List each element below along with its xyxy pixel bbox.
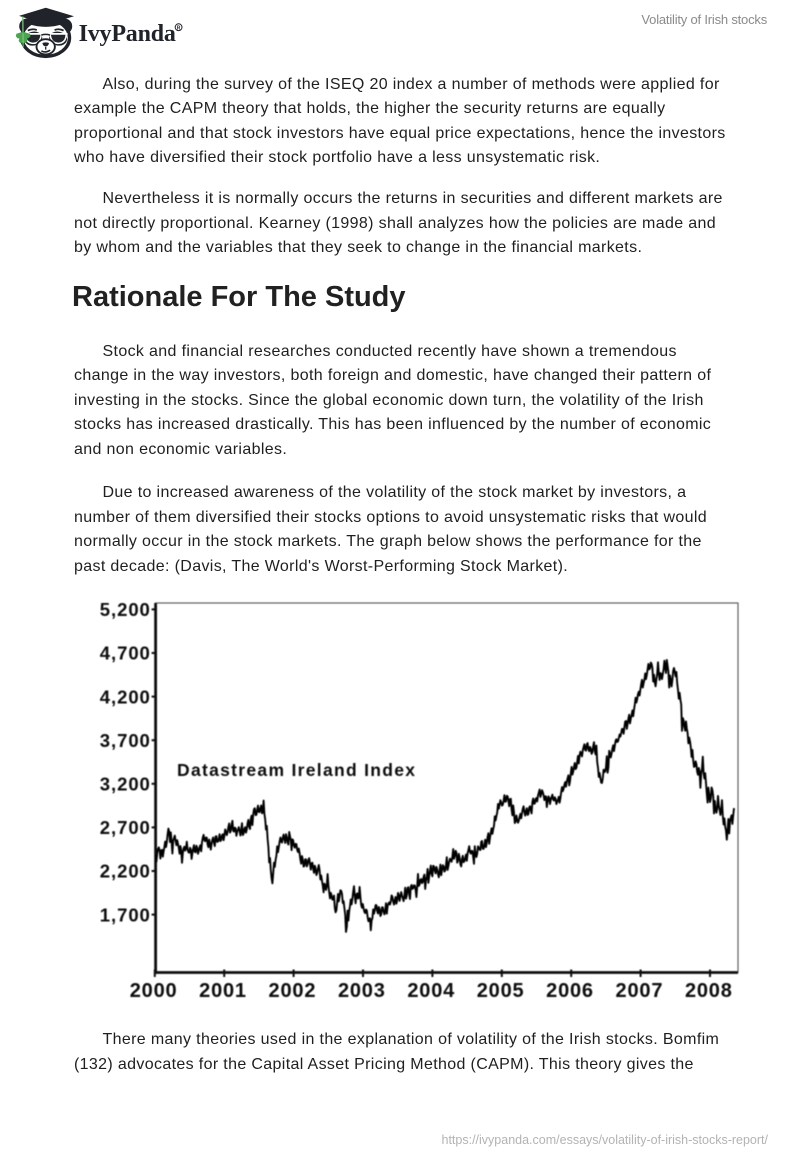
svg-text:2004: 2004 — [407, 980, 455, 1002]
svg-text:2003: 2003 — [338, 980, 386, 1002]
svg-text:2001: 2001 — [199, 980, 247, 1002]
svg-text:1,700: 1,700 — [100, 904, 151, 925]
svg-text:2006: 2006 — [546, 980, 594, 1002]
svg-text:4,200: 4,200 — [100, 686, 151, 707]
svg-text:IvyPanda: IvyPanda — [79, 21, 176, 47]
svg-text:2007: 2007 — [616, 980, 664, 1002]
svg-text:2000: 2000 — [130, 980, 178, 1002]
svg-text:R: R — [177, 25, 181, 31]
svg-text:2002: 2002 — [269, 980, 317, 1002]
svg-text:4,700: 4,700 — [100, 643, 151, 664]
svg-text:2008: 2008 — [685, 980, 733, 1002]
svg-text:3,700: 3,700 — [100, 730, 151, 751]
svg-text:2,700: 2,700 — [100, 817, 151, 838]
svg-text:2,200: 2,200 — [100, 861, 151, 882]
svg-text:Datastream Ireland Index: Datastream Ireland Index — [177, 760, 416, 780]
svg-text:2005: 2005 — [477, 980, 525, 1002]
svg-text:5,200: 5,200 — [100, 599, 151, 620]
svg-text:3,200: 3,200 — [100, 774, 151, 795]
